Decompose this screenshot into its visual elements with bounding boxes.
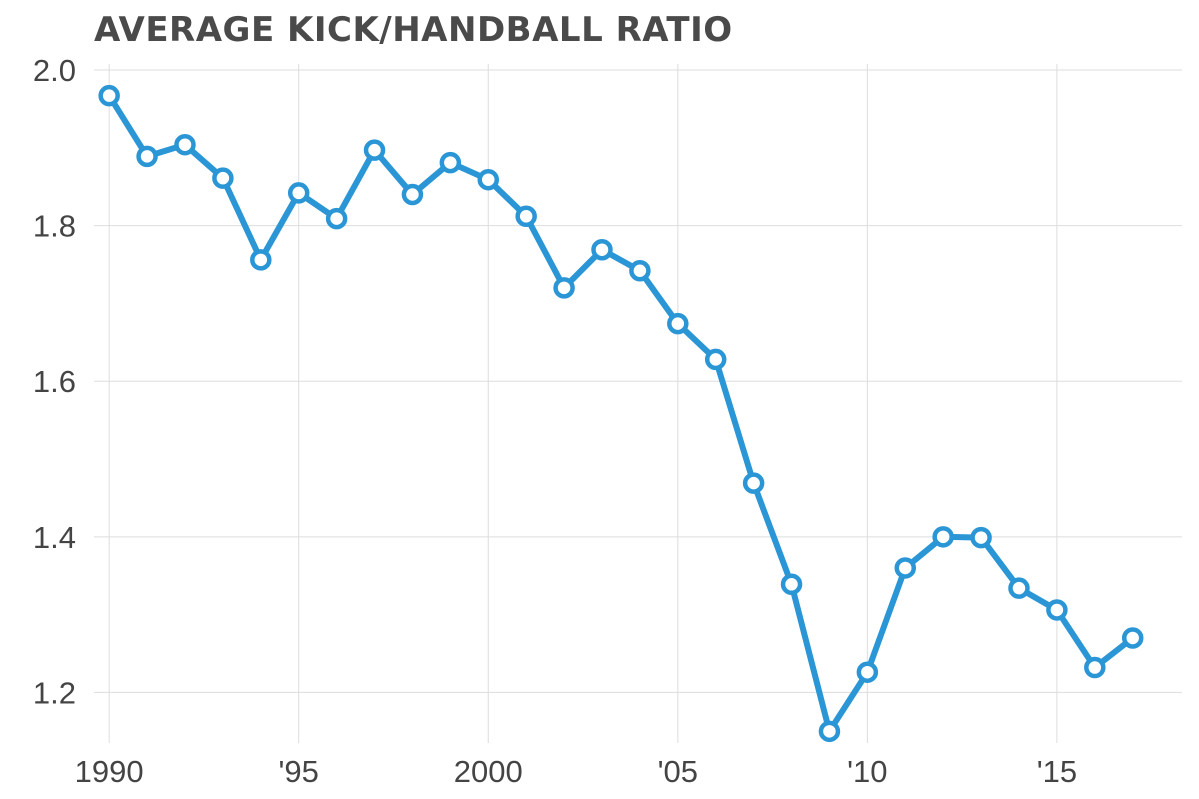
- x-tick-labels: 1990 '95 2000 '05 '10 '15: [75, 754, 1077, 789]
- data-point: [704, 348, 727, 371]
- data-point: [1046, 599, 1068, 621]
- data-point: [1121, 627, 1144, 649]
- data-point: [1084, 656, 1106, 679]
- data-point: [477, 168, 500, 191]
- chart-title: AVERAGE KICK/HANDBALL RATIO: [94, 10, 733, 50]
- data-point: [401, 183, 424, 206]
- data-point: [818, 720, 841, 743]
- data-point: [212, 167, 234, 189]
- data-point: [98, 84, 120, 107]
- data-point: [325, 207, 348, 230]
- data-point: [1008, 577, 1030, 599]
- y-tick-label: 1.2: [33, 675, 76, 710]
- data-point: [780, 573, 803, 596]
- x-tick-label: '15: [1037, 754, 1077, 789]
- data-point: [667, 312, 689, 335]
- series-line: [106, 92, 1136, 735]
- y-tick-labels: 2.0 1.8 1.6 1.4 1.2: [33, 53, 76, 710]
- y-gridlines: [94, 69, 1182, 693]
- x-tick-label: 1990: [75, 754, 144, 789]
- data-point: [742, 472, 765, 494]
- data-point: [894, 557, 917, 579]
- data-point: [553, 277, 575, 299]
- data-point: [856, 661, 879, 683]
- y-tick-label: 1.8: [33, 209, 76, 244]
- x-tick-label: '95: [279, 754, 319, 789]
- data-point: [363, 139, 386, 161]
- x-tick-label: 2000: [454, 754, 523, 789]
- data-point: [136, 145, 158, 168]
- data-point: [439, 151, 462, 174]
- data-point: [250, 249, 272, 271]
- data-point: [970, 526, 992, 549]
- y-tick-label: 1.4: [33, 520, 76, 555]
- x-tick-label: '10: [847, 754, 887, 789]
- data-point: [932, 526, 954, 548]
- x-tick-label: '05: [658, 754, 698, 789]
- data-point: [515, 205, 537, 228]
- y-tick-label: 2.0: [33, 53, 76, 88]
- x-gridlines: [108, 64, 1058, 743]
- data-point: [629, 259, 651, 282]
- data-point: [591, 238, 613, 261]
- y-tick-label: 1.6: [33, 364, 76, 399]
- data-point: [174, 133, 196, 156]
- series-group: [98, 84, 1144, 743]
- data-point: [287, 182, 310, 204]
